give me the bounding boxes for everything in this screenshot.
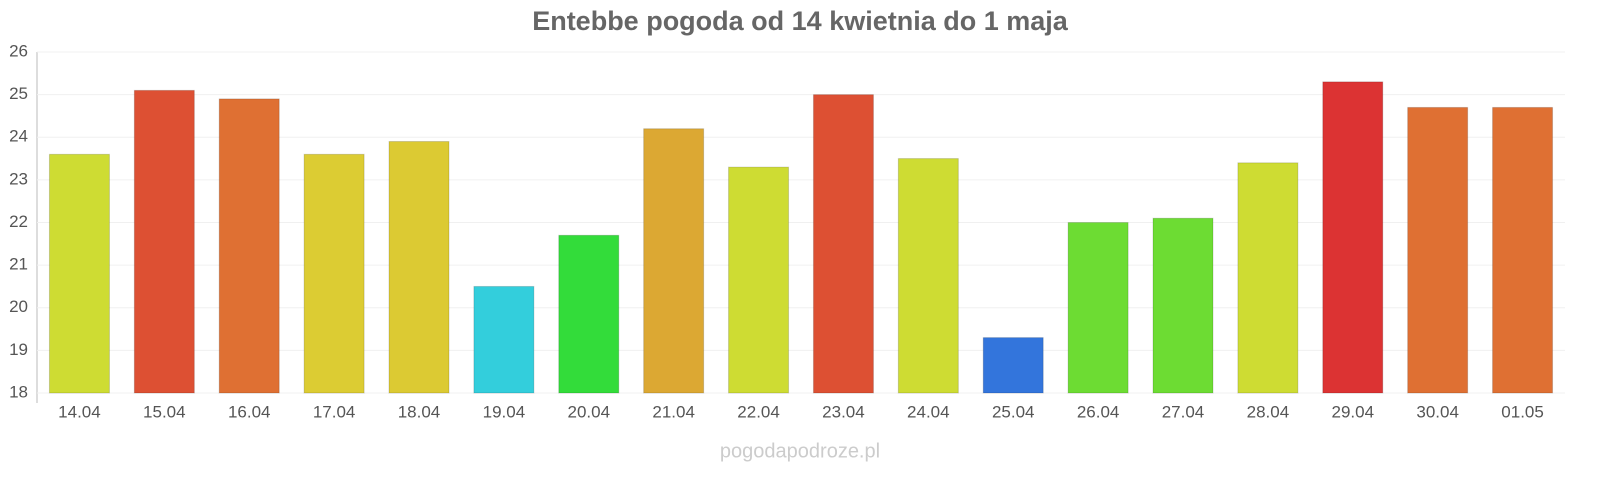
y-tick-label: 19 bbox=[9, 340, 28, 359]
bar bbox=[1407, 106, 1469, 394]
x-tick-label: 16.04 bbox=[228, 402, 271, 421]
bar bbox=[388, 141, 450, 394]
y-tick-label: 26 bbox=[9, 41, 28, 60]
x-tick-label: 15.04 bbox=[143, 402, 186, 421]
bar bbox=[1492, 106, 1554, 394]
x-tick-label: 21.04 bbox=[652, 402, 695, 421]
x-tick-label: 23.04 bbox=[822, 402, 865, 421]
x-tick-label: 01.05 bbox=[1501, 402, 1544, 421]
bar bbox=[303, 153, 365, 394]
bar bbox=[1237, 162, 1299, 394]
bar bbox=[982, 337, 1044, 394]
x-tick-label: 24.04 bbox=[907, 402, 950, 421]
bar bbox=[812, 94, 874, 394]
bar bbox=[558, 234, 620, 394]
x-tick-label: 19.04 bbox=[483, 402, 526, 421]
bar bbox=[1152, 217, 1214, 394]
y-tick-label: 18 bbox=[9, 382, 28, 401]
bar bbox=[48, 153, 110, 394]
x-tick-label: 20.04 bbox=[568, 402, 611, 421]
y-tick-label: 24 bbox=[9, 127, 28, 146]
bar bbox=[1322, 81, 1384, 394]
bar bbox=[133, 89, 195, 394]
x-tick-label: 26.04 bbox=[1077, 402, 1120, 421]
bar bbox=[643, 128, 705, 394]
y-tick-label: 23 bbox=[9, 169, 28, 188]
x-tick-label: 29.04 bbox=[1332, 402, 1375, 421]
y-tick-label: 20 bbox=[9, 297, 28, 316]
bar bbox=[473, 285, 535, 394]
watermark: pogodapodroze.pl bbox=[720, 440, 880, 462]
y-tick-label: 21 bbox=[9, 255, 28, 274]
y-tick-label: 25 bbox=[9, 84, 28, 103]
bar bbox=[218, 98, 280, 394]
y-tick-label: 22 bbox=[9, 212, 28, 231]
x-tick-label: 28.04 bbox=[1247, 402, 1290, 421]
bar bbox=[1067, 222, 1129, 394]
x-tick-label: 18.04 bbox=[398, 402, 441, 421]
chart-title: Entebbe pogoda od 14 kwietnia do 1 maja bbox=[532, 6, 1069, 36]
x-tick-label: 27.04 bbox=[1162, 402, 1205, 421]
x-tick-label: 22.04 bbox=[737, 402, 780, 421]
bar bbox=[728, 166, 790, 394]
x-tick-label: 17.04 bbox=[313, 402, 356, 421]
x-tick-label: 25.04 bbox=[992, 402, 1035, 421]
x-tick-label: 30.04 bbox=[1416, 402, 1459, 421]
x-tick-label: 14.04 bbox=[58, 402, 101, 421]
bar bbox=[897, 158, 959, 394]
